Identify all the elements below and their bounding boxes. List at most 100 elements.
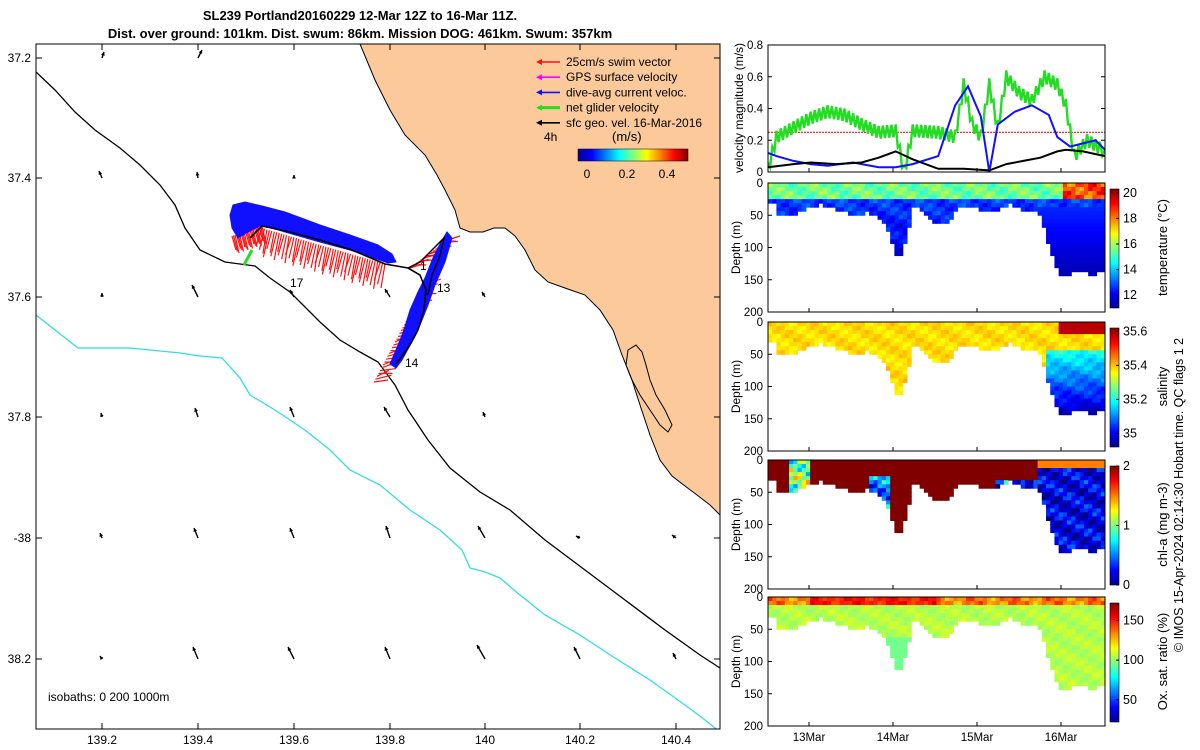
section-cell xyxy=(869,621,874,626)
section-cell xyxy=(1046,362,1051,367)
section-cell xyxy=(940,215,946,220)
section-cell xyxy=(890,468,895,473)
section-cell xyxy=(768,330,773,335)
section-cell xyxy=(991,460,996,465)
section-cell xyxy=(885,366,891,371)
section-cell xyxy=(1058,653,1064,658)
section-cell xyxy=(1024,601,1030,606)
swim-vector xyxy=(306,242,312,261)
section-cell xyxy=(1067,378,1072,383)
section-cell xyxy=(940,472,946,477)
section-cell xyxy=(1029,597,1034,602)
section-cell xyxy=(877,322,883,327)
section-cell xyxy=(915,330,921,335)
section-cell xyxy=(1092,183,1098,188)
section-cell xyxy=(1062,500,1068,505)
section-cell xyxy=(1054,508,1060,513)
section-cell xyxy=(1079,500,1085,505)
current-arrow-head xyxy=(191,285,196,289)
section-cell xyxy=(965,322,971,327)
section-cell xyxy=(1033,346,1039,351)
section-cell xyxy=(1012,183,1018,188)
section-cell xyxy=(1079,468,1085,473)
section-cell xyxy=(1075,532,1081,538)
section-cell xyxy=(982,472,988,477)
section-cell xyxy=(1029,605,1034,610)
section-cell xyxy=(1062,322,1068,327)
section-cell xyxy=(1083,191,1089,196)
section-cell xyxy=(1067,488,1072,493)
section-cell xyxy=(898,211,904,216)
section-cell xyxy=(894,326,900,331)
section-cell xyxy=(1067,402,1072,408)
section-cell xyxy=(1079,187,1085,192)
section-cell xyxy=(915,609,921,614)
section-cell xyxy=(1092,223,1098,228)
section-cell xyxy=(1058,661,1064,667)
section-cell xyxy=(1075,661,1081,667)
section-cell xyxy=(1088,677,1093,683)
section-cell xyxy=(1079,645,1085,650)
section-cell xyxy=(890,235,895,240)
section-cell xyxy=(839,338,845,343)
section-cell xyxy=(970,183,975,188)
section-cell xyxy=(1067,657,1072,662)
section-cell xyxy=(970,187,975,192)
section-cell xyxy=(810,472,815,477)
section-cell xyxy=(1029,203,1034,208)
section-cell xyxy=(881,476,887,481)
section-cell xyxy=(932,211,937,216)
section-cell xyxy=(848,613,853,618)
section-cell xyxy=(826,199,832,204)
section-cell xyxy=(982,203,988,208)
section-cell xyxy=(1083,544,1089,550)
section-cell xyxy=(789,468,794,473)
section-cell xyxy=(902,362,908,367)
section-cell xyxy=(1075,366,1081,371)
section-cell xyxy=(856,601,862,606)
section-cell xyxy=(1058,382,1064,387)
section-cell xyxy=(1050,601,1055,606)
section-cell xyxy=(944,330,950,335)
section-cell xyxy=(1100,540,1106,546)
section-cell xyxy=(999,342,1005,347)
section-cell xyxy=(1054,520,1060,525)
section-cell xyxy=(1062,492,1068,497)
section-cell xyxy=(1041,609,1047,614)
section-cell xyxy=(1062,251,1068,257)
section-cell xyxy=(928,476,933,481)
section-cell xyxy=(1096,322,1102,327)
section-cell xyxy=(982,597,988,602)
section-cell xyxy=(835,472,841,477)
section-cell xyxy=(784,322,790,327)
section-cell xyxy=(1024,207,1030,212)
section-cell xyxy=(1062,685,1068,691)
section-cell xyxy=(982,613,988,618)
section-cell xyxy=(907,358,912,363)
section-cell xyxy=(1033,199,1039,204)
section-cell xyxy=(869,613,874,618)
section-cell xyxy=(885,601,891,606)
section-cell xyxy=(1008,468,1013,473)
section-cell xyxy=(852,621,857,626)
section-cell xyxy=(877,207,883,212)
section-cell xyxy=(1024,203,1030,208)
section-cell xyxy=(1079,516,1085,521)
section-cell xyxy=(940,488,946,493)
section-cell xyxy=(936,346,942,351)
section-cell xyxy=(1062,460,1068,465)
section-cell xyxy=(1067,247,1072,253)
section-cell xyxy=(1050,235,1055,240)
section-cell xyxy=(961,605,967,610)
section-cell xyxy=(1041,203,1047,208)
section-cell xyxy=(1054,322,1060,327)
section-cell xyxy=(839,613,845,618)
depth-ylabel: Depth (m) xyxy=(729,635,743,688)
section-cell xyxy=(805,183,811,188)
section-cell xyxy=(974,191,980,196)
section-cell xyxy=(873,322,879,327)
section-cell xyxy=(1029,207,1034,212)
section-cell xyxy=(831,597,836,602)
section-cell xyxy=(890,464,895,469)
section-cell xyxy=(1003,195,1009,200)
